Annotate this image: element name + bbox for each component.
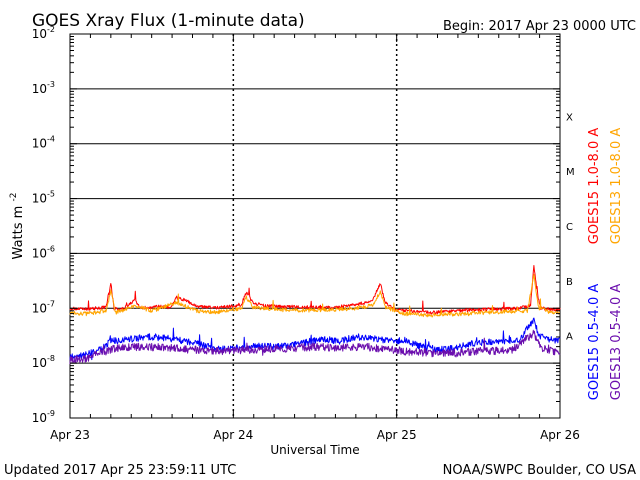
y-tick-label: 10-6 <box>32 244 55 260</box>
legend-entry: GOES15 0.5-4.0 A <box>587 284 602 401</box>
y-tick-exponent: -6 <box>47 244 55 253</box>
y-tick-label: 10-8 <box>32 354 55 370</box>
series-line <box>69 329 561 365</box>
y-tick-exponent: -7 <box>47 299 55 308</box>
begin-label: Begin: 2017 Apr 23 0000 UTC <box>443 19 636 34</box>
flare-class-labels: X M C B A <box>566 112 575 342</box>
y-axis-label-group: Watts m -2 <box>9 193 26 260</box>
y-tick-label: 10-2 <box>32 25 55 41</box>
y-tick-label: 10-3 <box>32 80 55 96</box>
flare-class-label: C <box>566 222 573 233</box>
series-layer <box>69 265 561 365</box>
y-tick-label: 10-7 <box>32 299 55 315</box>
series-line <box>69 273 560 318</box>
x-tick-label: Apr 23 <box>50 428 90 442</box>
plot-frame <box>69 33 561 419</box>
flare-class-label: X <box>566 112 573 123</box>
legend-entry: GOES13 1.0-8.0 A <box>609 128 624 245</box>
x-axis-ticks: Apr 23 Apr 24 Apr 25 Apr 26 <box>50 34 580 442</box>
flare-class-label: A <box>566 332 573 343</box>
series-line <box>69 265 561 315</box>
series-line <box>69 317 561 361</box>
y-tick-label: 10-5 <box>32 190 55 206</box>
y-tick-exponent: -3 <box>47 80 55 89</box>
y-axis-label-base: Watts m <box>11 206 26 260</box>
legend: GOES15 1.0-8.0 A GOES13 1.0-8.0 A GOES15 0… <box>587 128 624 401</box>
y-tick-exponent: -4 <box>47 135 55 144</box>
y-tick-label: 10-9 <box>32 409 55 425</box>
y-tick-exponent: -2 <box>47 25 55 34</box>
credit-text: NOAA/SWPC Boulder, CO USA <box>443 463 636 478</box>
y-tick-label: 10-4 <box>32 135 55 151</box>
x-tick-label: Apr 24 <box>213 428 253 442</box>
y-tick-exponent: -8 <box>47 354 55 363</box>
y-axis-ticks: 10-2 10-3 10-4 10-5 10-6 10-7 10-8 10-9 <box>32 25 560 425</box>
chart-title: GOES Xray Flux (1-minute data) <box>32 11 305 31</box>
x-axis-label: Universal Time <box>270 443 359 457</box>
flare-class-label: M <box>566 167 575 178</box>
legend-entry: GOES15 1.0-8.0 A <box>587 128 602 245</box>
grid-lines <box>70 34 560 418</box>
y-tick-exponent: -5 <box>47 190 55 199</box>
y-tick-exponent: -9 <box>47 409 55 418</box>
x-tick-label: Apr 26 <box>540 428 580 442</box>
legend-entry: GOES13 0.5-4.0 A <box>609 284 624 401</box>
x-tick-label: Apr 25 <box>377 428 417 442</box>
flare-class-label: B <box>566 277 573 288</box>
y-axis-label-exponent: -2 <box>9 193 19 202</box>
updated-timestamp: Updated 2017 Apr 25 23:59:11 UTC <box>4 463 236 478</box>
y-axis-label: Watts m -2 <box>9 193 26 260</box>
